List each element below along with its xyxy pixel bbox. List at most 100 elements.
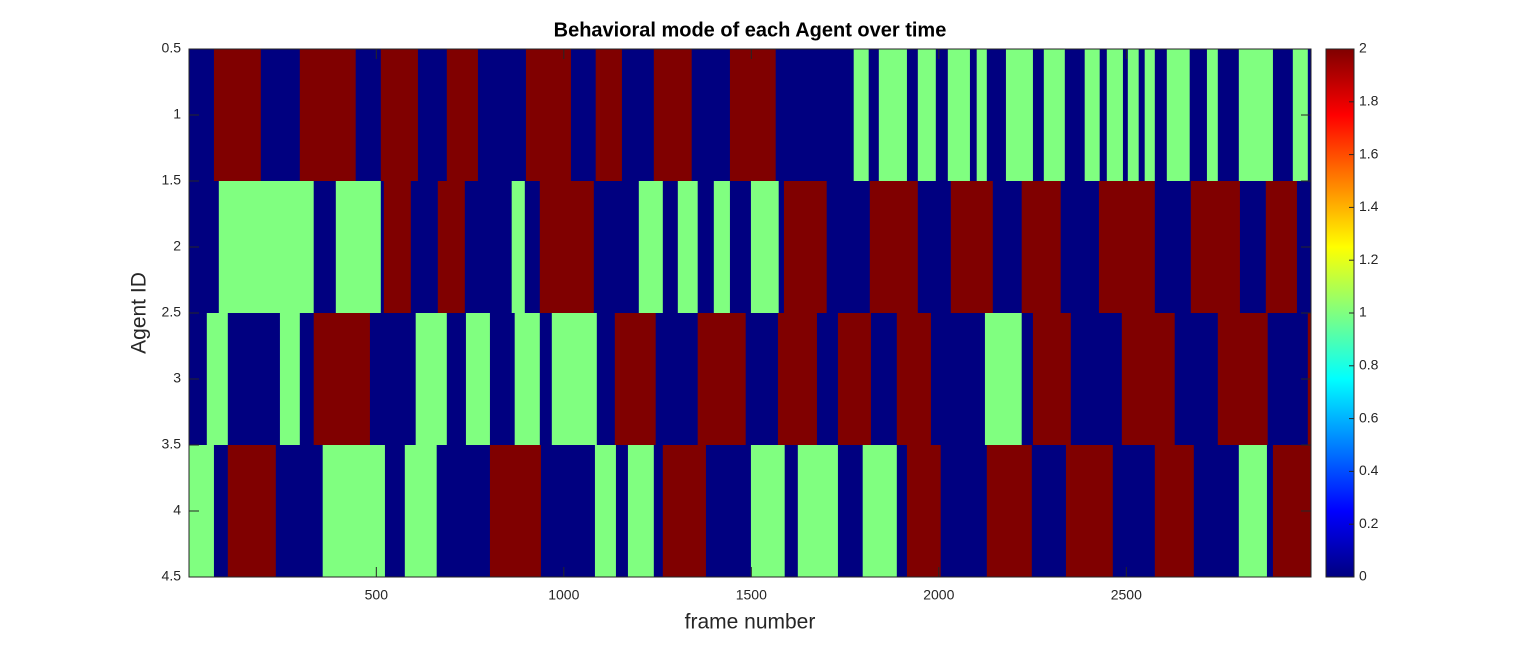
cell (410, 181, 439, 314)
cell (797, 445, 839, 578)
cell (655, 313, 699, 446)
cell (870, 313, 898, 446)
cell (697, 181, 715, 314)
cell (465, 313, 491, 446)
cell (594, 445, 617, 578)
cell (380, 49, 419, 182)
cell (1098, 181, 1156, 314)
cell (1121, 313, 1176, 446)
cell (511, 181, 526, 314)
cell (1174, 313, 1219, 446)
cell (1084, 49, 1101, 182)
cell (539, 181, 595, 314)
cell (514, 313, 541, 446)
cell (853, 49, 870, 182)
cell (218, 181, 315, 314)
cell (1272, 49, 1294, 182)
cell (380, 181, 385, 314)
cell (595, 49, 623, 182)
cell (621, 49, 655, 182)
cell (383, 181, 412, 314)
cell (1238, 49, 1274, 182)
cell (935, 49, 949, 182)
cell (1031, 445, 1067, 578)
x-tick-label: 2000 (923, 587, 954, 603)
cell (489, 313, 516, 446)
cell (745, 313, 779, 446)
cell (335, 181, 382, 314)
cell (1112, 445, 1156, 578)
cell (1217, 49, 1240, 182)
cell (1239, 181, 1267, 314)
x-tick-label: 1000 (548, 587, 579, 603)
cell (783, 181, 828, 314)
cell (750, 181, 780, 314)
cell (1106, 49, 1124, 182)
cell (729, 49, 777, 182)
cell (697, 313, 747, 446)
cell (784, 445, 799, 578)
cell (551, 313, 598, 446)
cell (777, 313, 818, 446)
cell (596, 313, 616, 446)
y-tick-label: 4.5 (162, 568, 182, 584)
colorbar-tick-label: 1.2 (1359, 251, 1379, 267)
cell (437, 181, 466, 314)
cell (446, 49, 479, 182)
cell (1021, 313, 1034, 446)
cell (464, 181, 513, 314)
cell (1217, 313, 1269, 446)
cell (691, 49, 731, 182)
cell (1070, 313, 1123, 446)
cell (837, 313, 872, 446)
cell (653, 445, 664, 578)
cell (947, 49, 971, 182)
cell (570, 49, 597, 182)
cell (917, 49, 937, 182)
cell (1265, 181, 1298, 314)
colorbar-tick-label: 1.8 (1359, 93, 1379, 109)
colorbar-tick-label: 1.6 (1359, 145, 1379, 161)
cell (1166, 49, 1191, 182)
cell (1189, 49, 1208, 182)
cell (1144, 49, 1156, 182)
cell (524, 181, 541, 314)
cell (976, 49, 988, 182)
y-tick-label: 3 (173, 370, 181, 386)
cell (1190, 181, 1241, 314)
colorbar-tick-label: 1.4 (1359, 198, 1379, 214)
cell (299, 49, 357, 182)
cell (816, 313, 839, 446)
cell (1127, 49, 1140, 182)
y-tick-label: 1 (173, 106, 181, 122)
cell (1021, 181, 1062, 314)
cell (638, 181, 664, 314)
cell (662, 181, 679, 314)
cell (826, 181, 871, 314)
cell (1138, 49, 1146, 182)
cell (729, 181, 752, 314)
cell (539, 313, 553, 446)
cell (775, 49, 855, 182)
cell (279, 313, 301, 446)
cell (615, 445, 629, 578)
cell (878, 49, 908, 182)
cell (1032, 49, 1045, 182)
cell (837, 445, 864, 578)
cell (906, 49, 919, 182)
cell (260, 49, 301, 182)
cell (313, 181, 337, 314)
cell (869, 181, 919, 314)
cell (1064, 49, 1086, 182)
cell (986, 445, 1033, 578)
cell (1065, 445, 1114, 578)
cell (705, 445, 752, 578)
cell (417, 49, 448, 182)
cell (206, 313, 229, 446)
cell (750, 445, 786, 578)
cell (404, 445, 438, 578)
cell (896, 445, 908, 578)
cell (917, 181, 952, 314)
cell (713, 181, 731, 314)
